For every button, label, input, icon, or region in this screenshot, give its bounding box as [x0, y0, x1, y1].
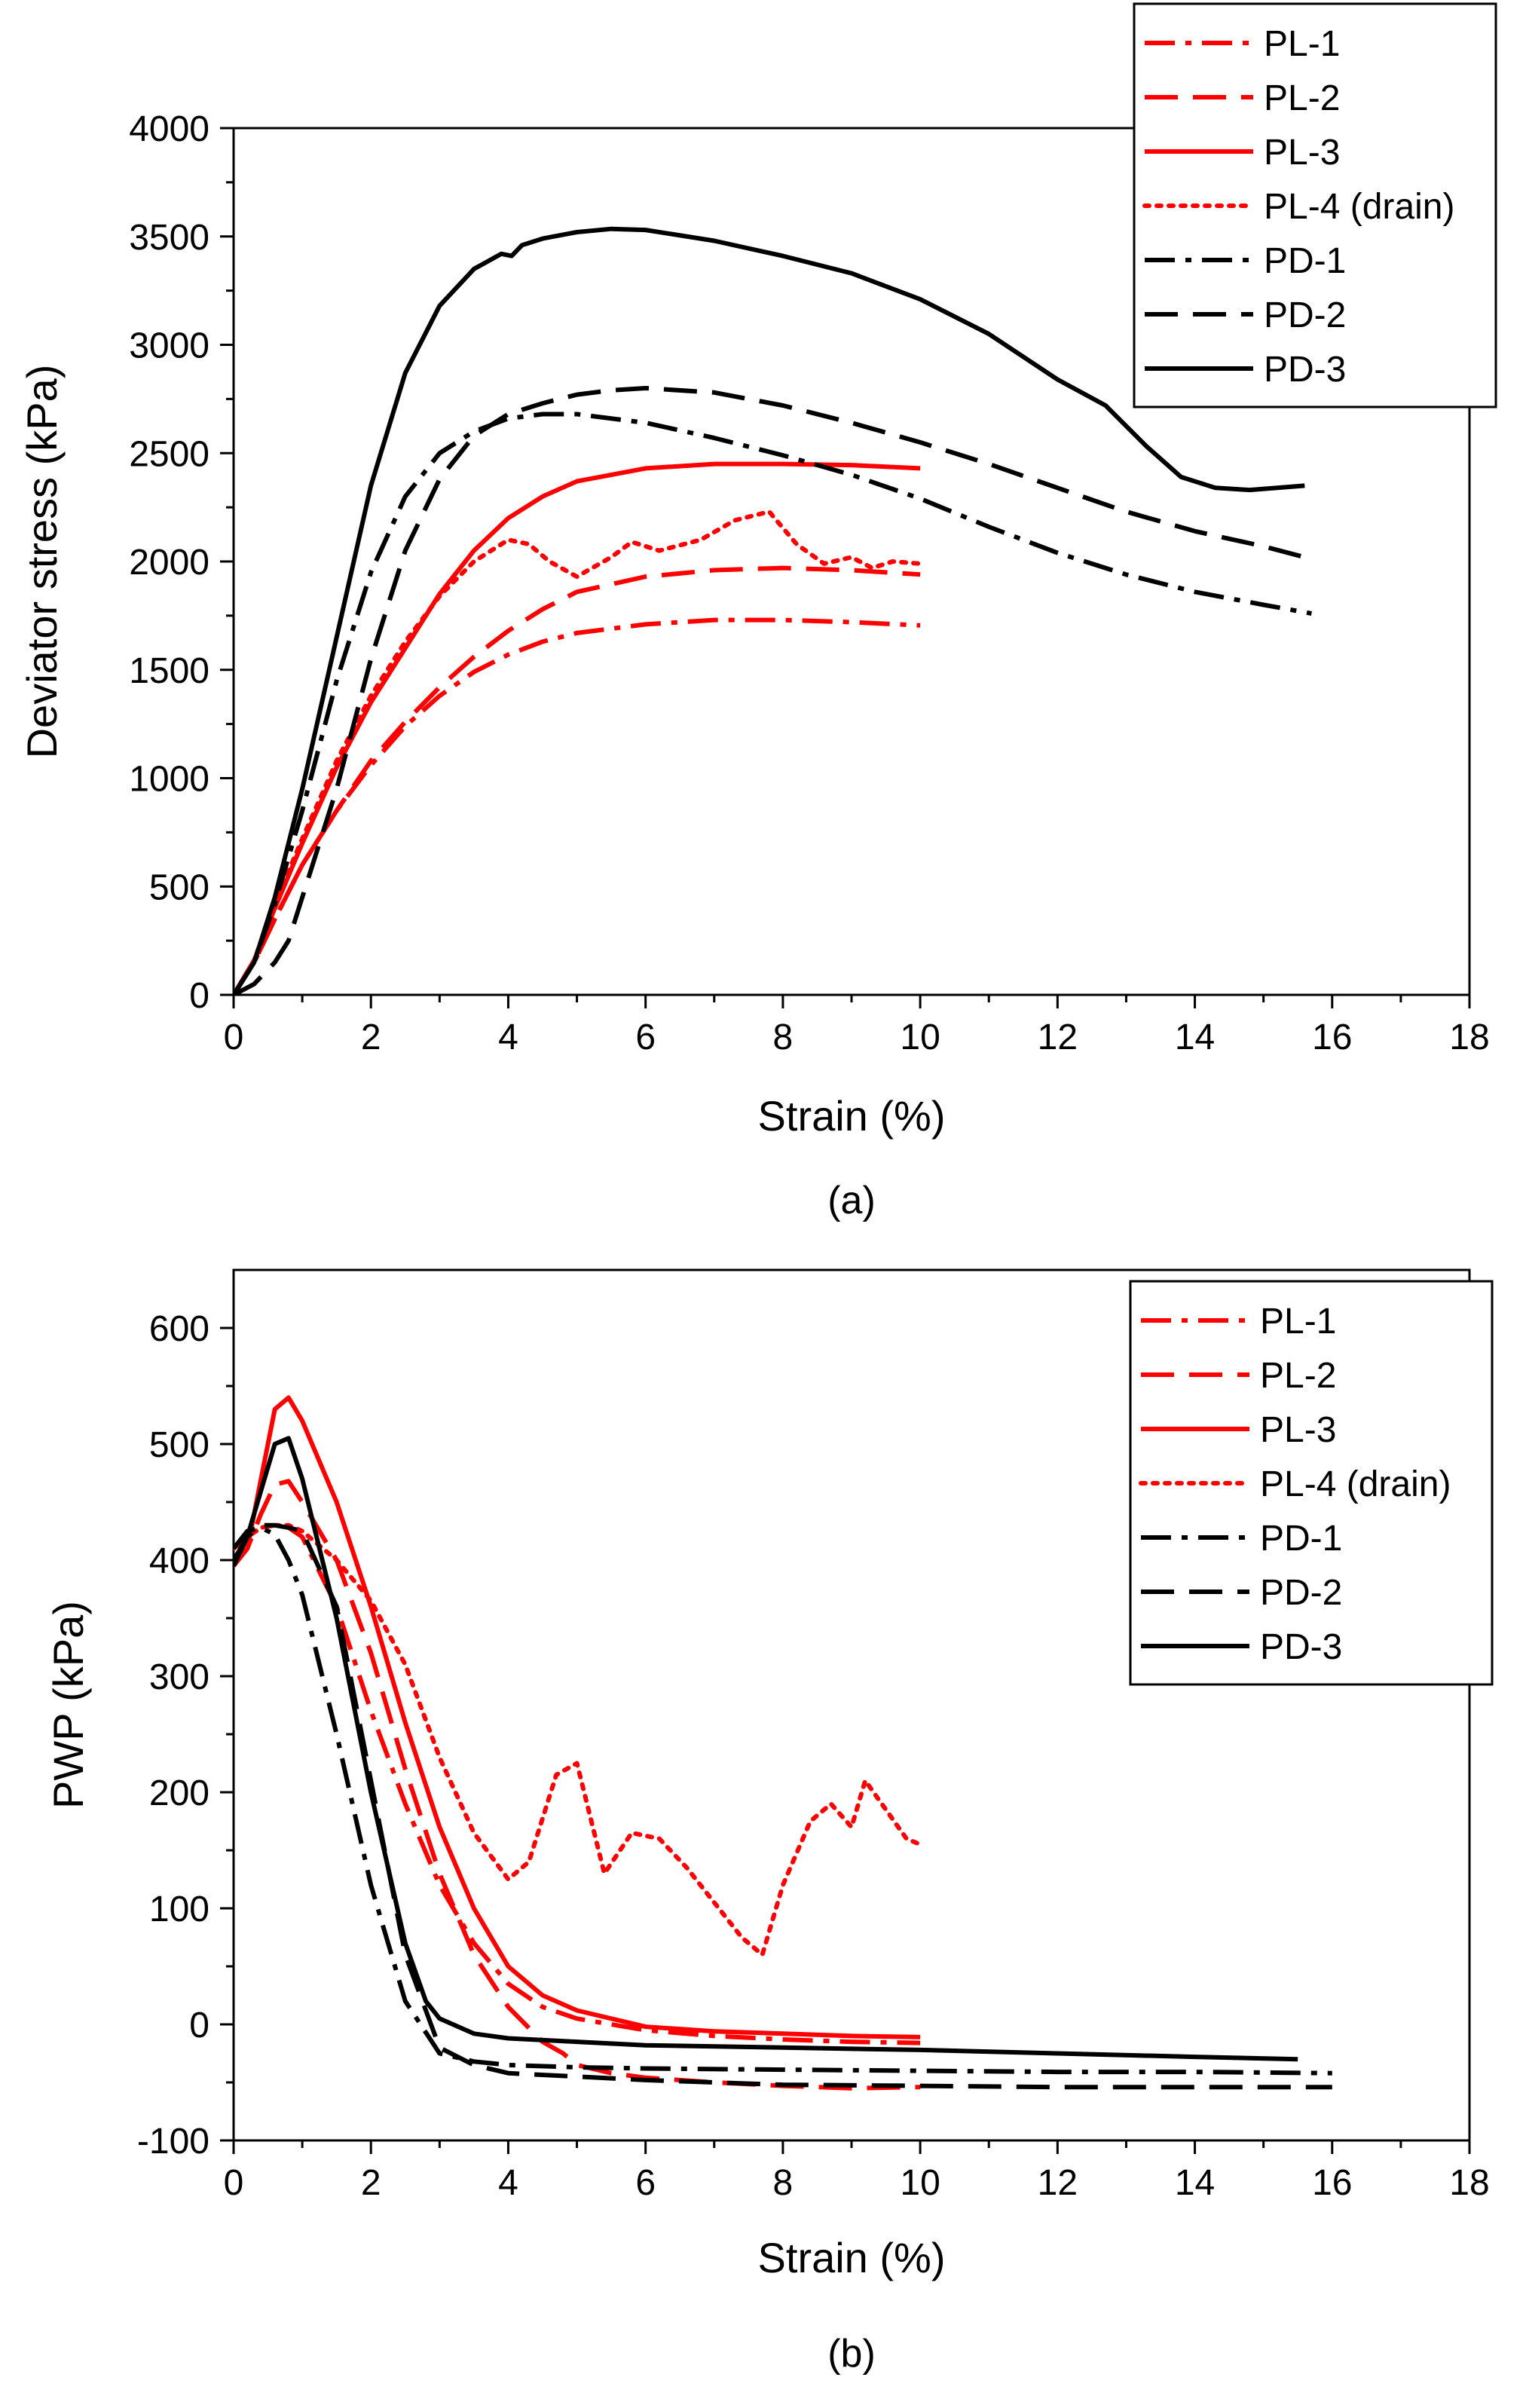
series-line-pl-4-drain [234, 1522, 923, 1957]
y-tick-label: 100 [149, 1889, 209, 1929]
x-tick-label: 16 [1312, 1017, 1352, 1057]
y-axis-label: Deviator stress (kPa) [18, 365, 66, 759]
x-tick-label: 10 [900, 2163, 940, 2203]
legend-label: PL-1 [1260, 1302, 1336, 1342]
x-tick-label: 0 [224, 2163, 244, 2203]
x-tick-label: 8 [773, 2163, 794, 2203]
series-line-pd-2 [234, 1522, 1332, 2090]
y-axis-label: PWP (kPa) [44, 1601, 92, 1809]
legend-label: PL-1 [1264, 24, 1340, 64]
legend-label: PL-2 [1264, 78, 1340, 118]
panel-label: (b) [827, 2332, 876, 2376]
y-tick-label: 0 [189, 2006, 209, 2045]
x-tick-label: 18 [1449, 2163, 1489, 2203]
chart-a: Deviator stress (kPa) Strain (%) (a) 0 2 4… [18, 2, 1497, 1222]
y-tick-label: 0 [189, 976, 209, 1016]
y-tick-label: 4000 [129, 109, 209, 149]
x-tick-label: 12 [1038, 1017, 1078, 1057]
y-tick-label: 1000 [129, 760, 209, 800]
x-tick-label: 6 [635, 2163, 656, 2203]
x-tick-label: 16 [1312, 2163, 1352, 2203]
legend-label: PD-3 [1264, 350, 1346, 390]
y-tick-label: 3000 [129, 326, 209, 366]
y-tick-label: 400 [149, 1541, 209, 1581]
legend-label: PL-3 [1264, 133, 1340, 173]
y-tick-label: 2000 [129, 543, 209, 583]
x-tick-label: 14 [1175, 1017, 1215, 1057]
y-tick-label: 2500 [129, 434, 209, 474]
x-tick-label: 4 [498, 2163, 518, 2203]
series-line-pd-2 [234, 386, 1306, 995]
x-tick-label: 12 [1038, 2163, 1078, 2203]
series-line-pd-3 [234, 226, 1305, 995]
series-line-pd-1 [234, 1525, 1332, 2076]
x-tick-label: 10 [900, 1017, 940, 1057]
y-tick-label: 3500 [129, 218, 209, 258]
legend-label: PL-4 (drain) [1260, 1464, 1451, 1504]
series-line-pl-3 [234, 1395, 921, 2039]
x-tick-label: 2 [361, 1017, 381, 1057]
x-tick-label: 8 [773, 1017, 794, 1057]
y-tick-label: -100 [137, 2122, 209, 2162]
legend-label: PL-3 [1260, 1410, 1336, 1450]
y-tick-label: 1500 [129, 651, 209, 691]
legend-label: PD-2 [1264, 295, 1346, 335]
x-tick-label: 2 [361, 2163, 381, 2203]
series-line-pl-2 [234, 565, 921, 995]
legend-label: PL-4 (drain) [1264, 187, 1454, 227]
x-tick-label: 18 [1449, 1017, 1489, 1057]
y-tick-label: 300 [149, 1657, 209, 1697]
series-line-pl-1 [234, 1522, 921, 2045]
chart-b: PWP (kPa) Strain (%) (b) 0 2 4 6 8 10 12 14 16 18… [44, 1268, 1494, 2376]
x-axis-label: Strain (%) [758, 1092, 946, 1140]
series-line-pl-4-drain [234, 509, 923, 995]
x-tick-label: 4 [498, 1017, 518, 1057]
x-axis-label: Strain (%) [758, 2234, 946, 2281]
series-line-pd-3 [234, 1436, 1298, 2062]
legend-label: PD-3 [1260, 1627, 1342, 1667]
y-tick-label: 600 [149, 1309, 209, 1349]
legend-label: PD-1 [1264, 241, 1346, 281]
legend-label: PD-2 [1260, 1573, 1342, 1613]
y-tick-label: 500 [149, 867, 209, 907]
x-tick-label: 6 [635, 1017, 656, 1057]
series-line-pl-3 [234, 461, 921, 995]
panel-label: (a) [827, 1179, 876, 1222]
series-line-pd-1 [234, 412, 1312, 995]
y-tick-label: 200 [149, 1773, 209, 1813]
x-tick-label: 14 [1175, 2163, 1215, 2203]
legend-label: PL-2 [1260, 1356, 1336, 1396]
x-tick-label: 0 [224, 1017, 244, 1057]
legend-label: PD-1 [1260, 1519, 1342, 1559]
y-tick-label: 500 [149, 1425, 209, 1465]
series-line-pl-2 [234, 1479, 921, 2091]
